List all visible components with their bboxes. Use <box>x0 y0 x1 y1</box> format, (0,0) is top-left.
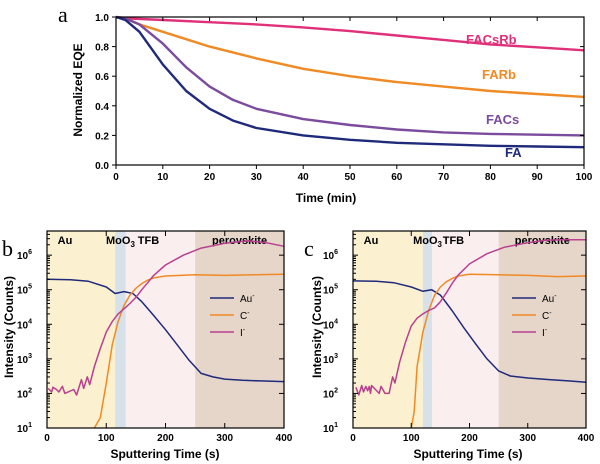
y-tick-label: 0.8 <box>95 43 109 54</box>
region-au <box>353 231 423 428</box>
y-tick-label: 103 <box>17 353 32 366</box>
panel-c-plot-area <box>352 238 587 429</box>
x-tick-label: 90 <box>532 172 544 183</box>
y-tick-label: 102 <box>323 387 338 400</box>
legend-label-c: C- <box>240 310 250 322</box>
x-tick-label: 50 <box>344 172 356 183</box>
series-label-fa: FA <box>505 145 522 160</box>
x-tick-label: 100 <box>403 433 420 444</box>
y-tick-label: 106 <box>17 249 32 262</box>
region-label-tfb: TFB <box>443 235 464 247</box>
series-label-farb: FARb <box>482 67 516 82</box>
series-line-c <box>93 273 285 429</box>
y-tick-label: 0.4 <box>95 102 109 113</box>
x-tick-label: 200 <box>461 433 478 444</box>
panel-c-axes: 0 100 200 300 400 101 102 103 104 105 106 <box>323 230 595 444</box>
x-tick-label: 10 <box>157 172 169 183</box>
x-tick-label: 30 <box>251 172 263 183</box>
panel-a-x-axis-title: Time (min) <box>296 191 356 205</box>
region-label-au: Au <box>364 235 379 247</box>
series-line-i <box>355 238 586 396</box>
x-tick-label: 300 <box>519 433 536 444</box>
panel-c-regions: Au MoO3 TFB perovskite <box>353 231 586 428</box>
panel-c: c Au MoO3 TFB perovskite 0 100 200 300 40010110… <box>304 230 595 461</box>
region-label-moo3: MoO3 <box>413 235 442 249</box>
legend-label-au: Au- <box>542 293 557 305</box>
x-tick-label: 0 <box>113 172 119 183</box>
y-tick-label: 105 <box>17 284 32 297</box>
panel-a-plot-area: FACsRb FARb FACs FA <box>115 15 585 160</box>
y-tick-label: 105 <box>323 284 338 297</box>
region-moo3 <box>115 231 126 428</box>
panel-c-label: c <box>304 236 314 261</box>
region-label-au: Au <box>58 235 73 247</box>
series-label-facsrb: FACsRb <box>466 32 517 47</box>
series-line-c <box>410 273 587 429</box>
y-tick-label: 1.0 <box>95 13 109 24</box>
y-tick-label: 104 <box>323 318 338 331</box>
panel-b-label: b <box>2 236 13 261</box>
x-tick-label: 80 <box>485 172 497 183</box>
series-line-fa <box>115 15 585 149</box>
series-line-facsrb <box>115 15 585 52</box>
y-tick-label: 104 <box>17 318 32 331</box>
region-label-tfb: TFB <box>138 235 159 247</box>
legend-label-au: Au- <box>240 293 255 305</box>
series-line-au <box>352 280 587 384</box>
region-perovskite <box>498 231 586 428</box>
x-tick-label: 60 <box>391 172 403 183</box>
legend-label-i: I- <box>240 327 246 339</box>
panel-a-label: a <box>58 2 68 27</box>
x-tick-label: 70 <box>438 172 450 183</box>
y-tick-label: 101 <box>17 422 32 435</box>
x-tick-label: 400 <box>578 433 595 444</box>
region-label-moo3: MoO3 <box>106 235 135 249</box>
panel-b-legend: Au- C- I- <box>210 293 255 339</box>
panel-b: b Au MoO3 TFB perovskite 0 100 200 300 40010110… <box>2 230 293 461</box>
panel-a-axes: 0 10 20 30 40 50 60 70 80 90 100 0.0 0.2 0.4 0.6 0.8 1.0 <box>95 13 593 183</box>
y-tick-label: 106 <box>323 249 338 262</box>
series-line-i <box>47 240 285 396</box>
y-tick-label: 0.2 <box>95 131 109 142</box>
legend-label-c: C- <box>542 310 552 322</box>
x-tick-label: 100 <box>576 172 593 183</box>
region-moo3 <box>422 231 433 428</box>
panel-b-plot-area <box>46 240 285 429</box>
y-tick-label: 101 <box>323 422 338 435</box>
y-tick-label: 0.6 <box>95 72 109 83</box>
series-line-farb <box>115 15 585 99</box>
panel-c-x-axis-title: Sputtering Time (s) <box>413 447 522 461</box>
x-tick-label: 400 <box>276 433 293 444</box>
panel-a: a FACsRb FARb FACs FA 0 10 20 30 40 50 60 70 80 90 10… <box>58 2 593 205</box>
region-au <box>47 231 116 428</box>
series-label-facs: FACs <box>486 112 519 127</box>
y-tick-label: 102 <box>17 387 32 400</box>
series-line-au <box>46 278 285 383</box>
series-line-facs <box>115 15 585 137</box>
x-tick-label: 300 <box>216 433 233 444</box>
panel-a-y-axis-title: Normalized EQE <box>71 43 85 136</box>
panel-c-legend: Au- C- I- <box>512 293 557 339</box>
x-tick-label: 0 <box>350 433 356 444</box>
x-tick-label: 40 <box>298 172 310 183</box>
panel-b-y-axis-title: Intensity (Counts) <box>2 276 16 378</box>
panel-b-x-axis-title: Sputtering Time (s) <box>110 447 219 461</box>
legend-label-i: I- <box>542 327 548 339</box>
x-tick-label: 0 <box>44 433 50 444</box>
x-tick-label: 100 <box>98 433 115 444</box>
y-tick-label: 103 <box>323 353 338 366</box>
region-perovskite <box>195 231 284 428</box>
y-tick-label: 0.0 <box>95 161 109 172</box>
panel-c-y-axis-title: Intensity (Counts) <box>310 276 324 378</box>
region-tfb <box>125 231 196 428</box>
x-tick-label: 20 <box>204 172 216 183</box>
x-tick-label: 200 <box>157 433 174 444</box>
